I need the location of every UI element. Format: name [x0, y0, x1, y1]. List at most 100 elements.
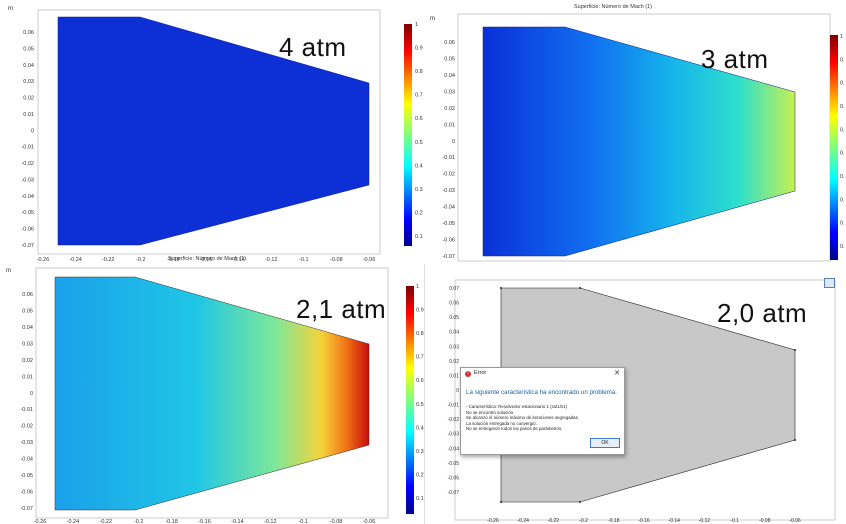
x-tick-label: -0.22 [100, 519, 113, 524]
y-tick-label: 0.02 [23, 96, 34, 102]
y-tick-label: -0.03 [20, 440, 33, 446]
y-tick-label: 0.05 [449, 315, 459, 321]
x-tick-label: -0.2 [579, 518, 588, 524]
message-line: - Característica: Resolvedor estacionari… [466, 404, 568, 409]
nozzle-domain [55, 277, 369, 510]
nozzle-domain [58, 17, 369, 245]
plot-panel-2-1atm: m 0.06 0.05 0.04 0.03 0.02 0.01 0 -0.01 -0.02 -0.… [0, 264, 424, 524]
colorbar-tick-label: 0.7 [416, 355, 424, 361]
x-tick-label: -0.16 [638, 518, 650, 524]
plot-caption: Superficie: Número de Mach (1) [168, 256, 246, 262]
y-tick-label: 0.06 [23, 30, 34, 36]
x-tick-label: -0.18 [608, 518, 620, 524]
colorbar-tick-label: 0.9 [415, 46, 423, 52]
mach-surface-plot: m 0.06 0.05 0.04 0.03 0.02 0.01 0 -0.01 -0.02 -0.… [8, 6, 423, 262]
y-tick-label: 0 [31, 128, 34, 134]
y-tick-label: -0.04 [442, 205, 455, 211]
colorbar-tick-label: 0.9 [416, 308, 424, 314]
y-tick-label: 0.04 [444, 73, 455, 79]
colorbar [406, 286, 414, 514]
y-tick-label: 0.06 [449, 301, 459, 307]
x-tick-label: -0.1 [730, 518, 739, 524]
y-tick-label: 0.06 [444, 40, 455, 46]
colorbar-tick-label: 0.1 [415, 234, 423, 240]
y-tick-label: -0.05 [20, 473, 33, 479]
plot-panel-3atm: Superficie: Número de Mach (1) m 0.06 0.0… [424, 0, 846, 262]
colorbar-tick-label: 0.2 [415, 210, 423, 216]
colorbar-tick-label: 0.3 [416, 449, 424, 455]
x-tick-label: -0.2 [134, 519, 143, 524]
x-tick-label: -0.18 [165, 519, 178, 524]
y-tick-label: 0.03 [444, 89, 455, 95]
colorbar [404, 24, 412, 246]
colorbar-tick-label: 0. [840, 57, 845, 63]
y-tick-label: -0.07 [21, 243, 34, 249]
y-tick-label: -0.02 [20, 424, 33, 430]
ok-button[interactable]: OK [590, 438, 620, 448]
y-tick-label: -0.05 [21, 210, 34, 216]
x-tick-label: -0.12 [264, 519, 277, 524]
colorbar-tick-label: 0.8 [416, 331, 424, 337]
colorbar-tick-label: 0. [840, 81, 845, 87]
y-tick-label: -0.02 [442, 172, 455, 178]
pressure-label: 3 atm [701, 44, 769, 74]
y-tick-label: 0.01 [23, 112, 34, 118]
x-tick-label: -0.06 [363, 257, 376, 262]
y-tick-label: 0.05 [22, 308, 33, 314]
y-tick-label: 0.02 [449, 359, 459, 365]
y-tick-label: -0.01 [20, 407, 33, 413]
y-tick-label: -0.03 [448, 432, 460, 438]
x-tick-label: -0.22 [102, 257, 115, 262]
colorbar-tick-label: 1 [840, 34, 843, 40]
x-tick-label: -0.26 [487, 518, 499, 524]
colorbar-tick-label: 0. [840, 197, 845, 203]
y-tick-label: 0.04 [23, 63, 34, 69]
plot-panel-4atm: m 0.06 0.05 0.04 0.03 0.02 0.01 0 -0.01 -0.02 -0.… [0, 0, 424, 262]
y-tick-label: -0.02 [448, 417, 460, 423]
message-line: No se entregaron todos los pasos de pará… [466, 426, 563, 432]
y-tick-label: -0.01 [21, 145, 34, 151]
x-tick-label: -0.14 [668, 518, 680, 524]
x-tick-label: -0.08 [759, 518, 771, 524]
colorbar-tick-label: 0.5 [415, 140, 423, 146]
dialog-titlebar: ! Error ✕ [461, 368, 624, 380]
colorbar-tick-label: 0. [840, 221, 845, 227]
x-tick-label: -0.06 [363, 519, 376, 524]
y-tick-label: -0.03 [21, 177, 34, 183]
y-tick-label: -0.01 [448, 403, 460, 409]
colorbar-tick-label: 0. [840, 244, 845, 250]
y-tick-label: 0 [452, 139, 455, 145]
close-icon[interactable]: ✕ [614, 370, 620, 377]
plot-panel-2-0atm: 0.07 0.06 0.05 0.04 0.03 0.02 0.01 0 -0.01 -0.02 -… [424, 264, 846, 524]
dialog-heading: La siguiente característica ha encontrad… [466, 389, 617, 396]
x-tick-label: -0.12 [699, 518, 711, 524]
y-tick-label: -0.06 [21, 227, 34, 233]
window-icon[interactable] [824, 278, 835, 288]
y-tick-label: -0.07 [442, 254, 455, 260]
x-tick-label: -0.14 [231, 519, 244, 524]
colorbar-tick-label: 0.4 [416, 425, 424, 431]
y-tick-label: 0.06 [22, 292, 33, 298]
y-tick-label: 0.03 [449, 344, 459, 350]
y-tick-label: -0.06 [20, 490, 33, 496]
dialog-message: - Característica: Resolvedor estacionari… [466, 404, 579, 432]
y-tick-label: 0 [30, 391, 33, 397]
colorbar-tick-label: 0. [840, 127, 845, 133]
y-tick-label: -0.02 [21, 161, 34, 167]
x-tick-label: -0.16 [198, 519, 211, 524]
y-tick-label: 0.03 [22, 341, 33, 347]
y-tick-label: -0.01 [442, 155, 455, 161]
x-tick-label: -0.06 [789, 518, 801, 524]
x-tick-label: -0.1 [298, 519, 307, 524]
x-tick-label: -0.16 [200, 257, 213, 262]
y-tick-label: 0.02 [22, 358, 33, 364]
y-tick-label: -0.04 [448, 446, 460, 452]
y-tick-label: -0.05 [448, 461, 460, 467]
y-tick-label: 0 [456, 388, 459, 394]
y-tick-label: -0.07 [20, 506, 33, 512]
x-tick-label: -0.14 [232, 257, 245, 262]
y-tick-label: -0.07 [448, 490, 460, 496]
colorbar-tick-label: 0.2 [416, 472, 424, 478]
nozzle-domain [483, 27, 795, 256]
x-tick-label: -0.08 [330, 519, 343, 524]
